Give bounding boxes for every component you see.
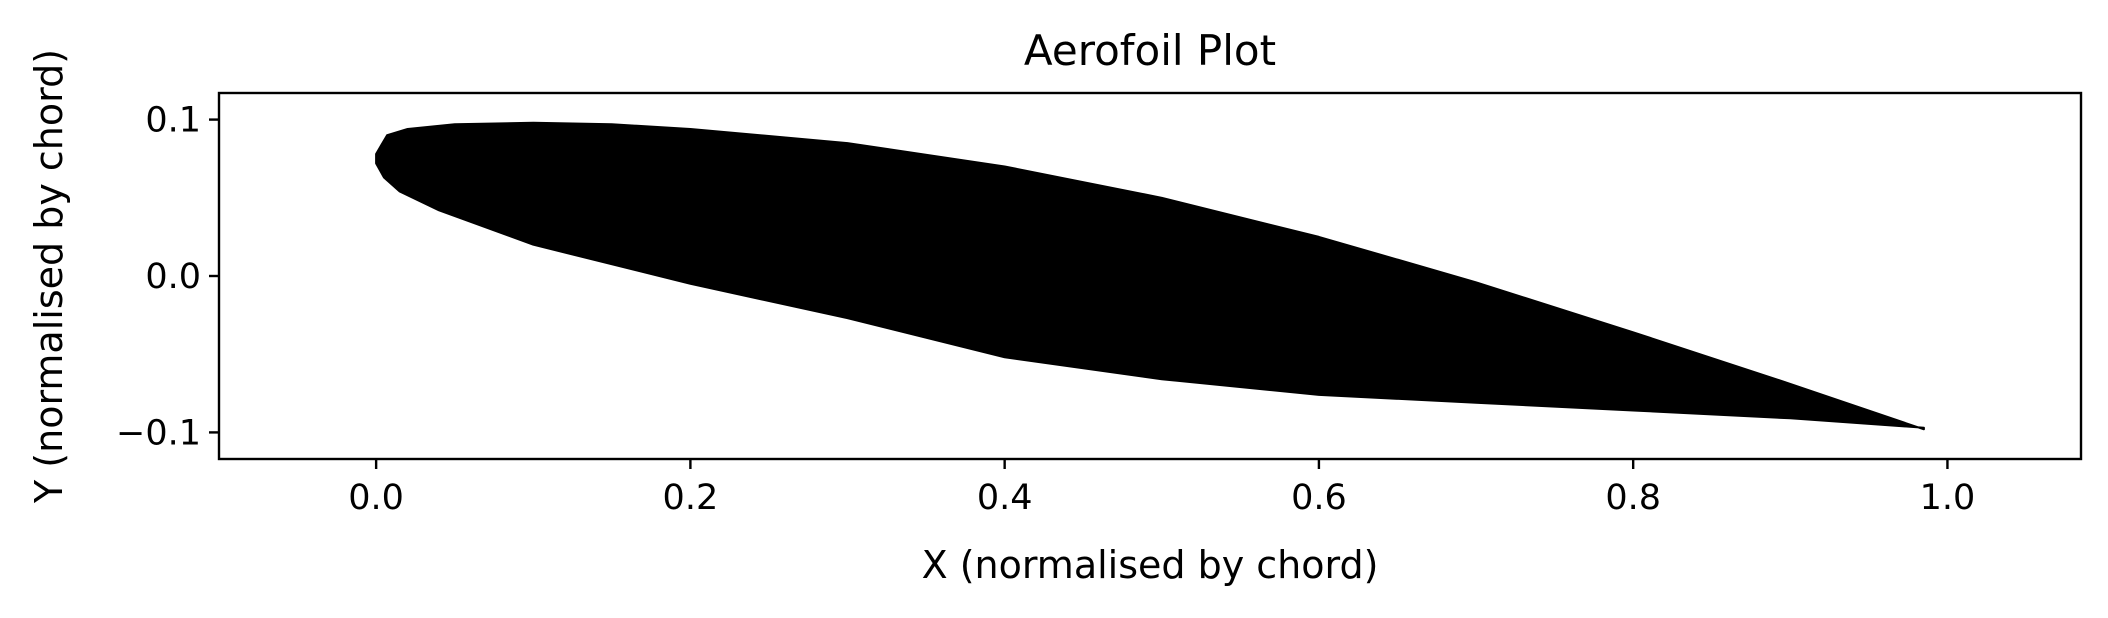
x-tick-label: 0.4 bbox=[977, 478, 1033, 518]
aerofoil-shape bbox=[375, 121, 1925, 431]
y-tick-label: 0.1 bbox=[145, 101, 201, 141]
x-axis-ticks: 0.0 0.2 0.4 0.6 0.8 1.0 bbox=[348, 459, 1975, 518]
x-axis-label: X (normalised by chord) bbox=[922, 543, 1379, 587]
y-tick-label: −0.1 bbox=[116, 413, 201, 453]
x-tick-label: 1.0 bbox=[1920, 478, 1976, 518]
x-tick-label: 0.2 bbox=[663, 478, 719, 518]
x-tick-label: 0.8 bbox=[1605, 478, 1661, 518]
y-tick-label: 0.0 bbox=[145, 257, 201, 297]
x-tick-label: 0.0 bbox=[348, 478, 404, 518]
chart-title: Aerofoil Plot bbox=[1024, 26, 1276, 75]
y-axis-ticks: 0.1 0.0 −0.1 bbox=[116, 101, 219, 453]
y-axis-label: Y (normalised by chord) bbox=[27, 49, 71, 504]
plot-area bbox=[375, 121, 1925, 431]
x-tick-label: 0.6 bbox=[1291, 478, 1347, 518]
